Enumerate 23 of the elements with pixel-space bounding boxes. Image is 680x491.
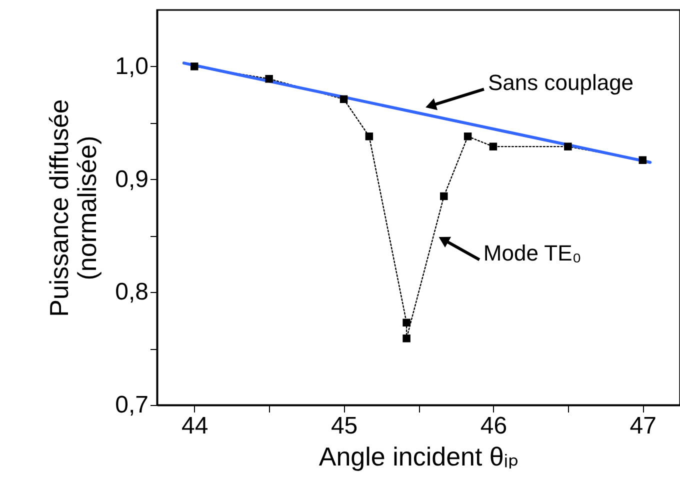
y-tick-label: 0,8: [115, 278, 148, 306]
annotation: Sans couplage: [488, 70, 634, 96]
point: [564, 142, 572, 150]
annotation: Mode TE₀: [483, 240, 582, 266]
y-axis-title: Puissance diffusée (normalisée): [44, 99, 102, 317]
x-tick-label: 46: [480, 412, 508, 440]
point: [489, 142, 498, 150]
y-tick-label: 0,9: [115, 166, 148, 193]
point: [365, 132, 374, 140]
x-tick-label: 45: [330, 412, 358, 440]
point: [402, 318, 410, 326]
point: [190, 62, 198, 70]
x-axis-title: Angle incident θᵢₚ: [318, 442, 520, 472]
point: [440, 192, 448, 200]
y-tick-label: 1,0: [115, 52, 148, 80]
y-tick-label: 0,7: [115, 392, 148, 418]
point: [402, 334, 410, 342]
point: [340, 95, 348, 104]
point: [265, 74, 273, 83]
x-tick-label: 47: [630, 412, 656, 440]
point: [464, 132, 472, 140]
point: [638, 156, 647, 164]
x-tick-label: 44: [182, 412, 208, 440]
